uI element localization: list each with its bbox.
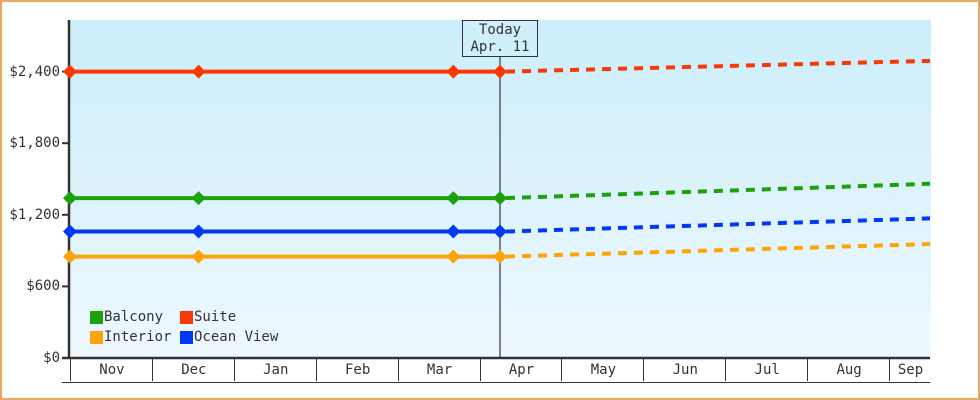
legend-item-ocean-view: Ocean View [180,329,279,345]
data-point-diamond-balcony [493,191,507,206]
legend-label: Ocean View [194,329,279,345]
month-axis-label-mar: Mar [397,359,481,381]
series-line-forecast-balcony [505,181,931,201]
month-axis-label-feb: Feb [315,359,399,381]
month-axis-label-nov: Nov [70,359,153,381]
data-point-diamond-balcony [63,191,77,206]
series-line-forecast-interior [505,242,931,259]
legend-item-balcony: Balcony [90,309,180,325]
legend-label: Interior [104,329,172,345]
today-date: Apr. 11 [470,38,530,55]
month-axis-label-dec: Dec [151,359,235,381]
legend-swatch-icon [90,310,103,324]
legend-item-suite: Suite [180,309,278,325]
y-axis-label: $1,200 [9,206,60,223]
legend-item-interior: Interior [90,329,180,345]
series-line-forecast-ocean-view [505,216,931,234]
data-point-diamond-ocean-view [63,224,77,239]
data-point-diamond-interior [191,249,206,264]
month-axis-label-aug: Aug [807,359,890,381]
month-axis-label-jan: Jan [233,359,317,381]
y-axis-label: $0 [43,350,60,366]
series-line-forecast-suite [505,58,931,74]
month-axis-label-jul: Jul [725,359,808,381]
legend-label: Suite [194,309,237,325]
legend: Balcony Suite Interior Ocean View [90,309,279,345]
legend-label: Balcony [104,309,164,325]
data-point-diamond-suite [493,64,507,79]
data-point-diamond-suite [191,64,206,79]
legend-swatch-icon [180,310,193,324]
data-point-diamond-ocean-view [446,224,461,239]
data-point-diamond-balcony [191,191,206,206]
data-point-diamond-ocean-view [191,224,206,239]
legend-swatch-icon [90,330,103,344]
y-axis-label: $2,400 [9,63,60,80]
month-axis: Nov Dec Jan Feb Mar Apr May Jun Jul Aug Sep [62,359,930,383]
month-axis-label-may: May [561,359,644,381]
y-axis-label: $600 [26,278,60,295]
data-point-diamond-interior [446,249,461,264]
data-point-diamond-interior [63,249,77,264]
today-marker-box: Today Apr. 11 [462,20,538,57]
data-point-diamond-suite [446,64,461,79]
month-axis-label-jun: Jun [643,359,726,381]
y-axis-label: $1,800 [9,135,60,152]
data-point-diamond-suite [63,64,77,79]
legend-swatch-icon [180,330,193,344]
month-axis-label-sep: Sep [889,359,931,381]
data-point-diamond-balcony [446,191,461,206]
data-point-diamond-ocean-view [493,224,507,239]
today-label: Today [478,21,522,38]
data-point-diamond-interior [493,249,507,264]
month-axis-label-apr: Apr [479,359,563,381]
